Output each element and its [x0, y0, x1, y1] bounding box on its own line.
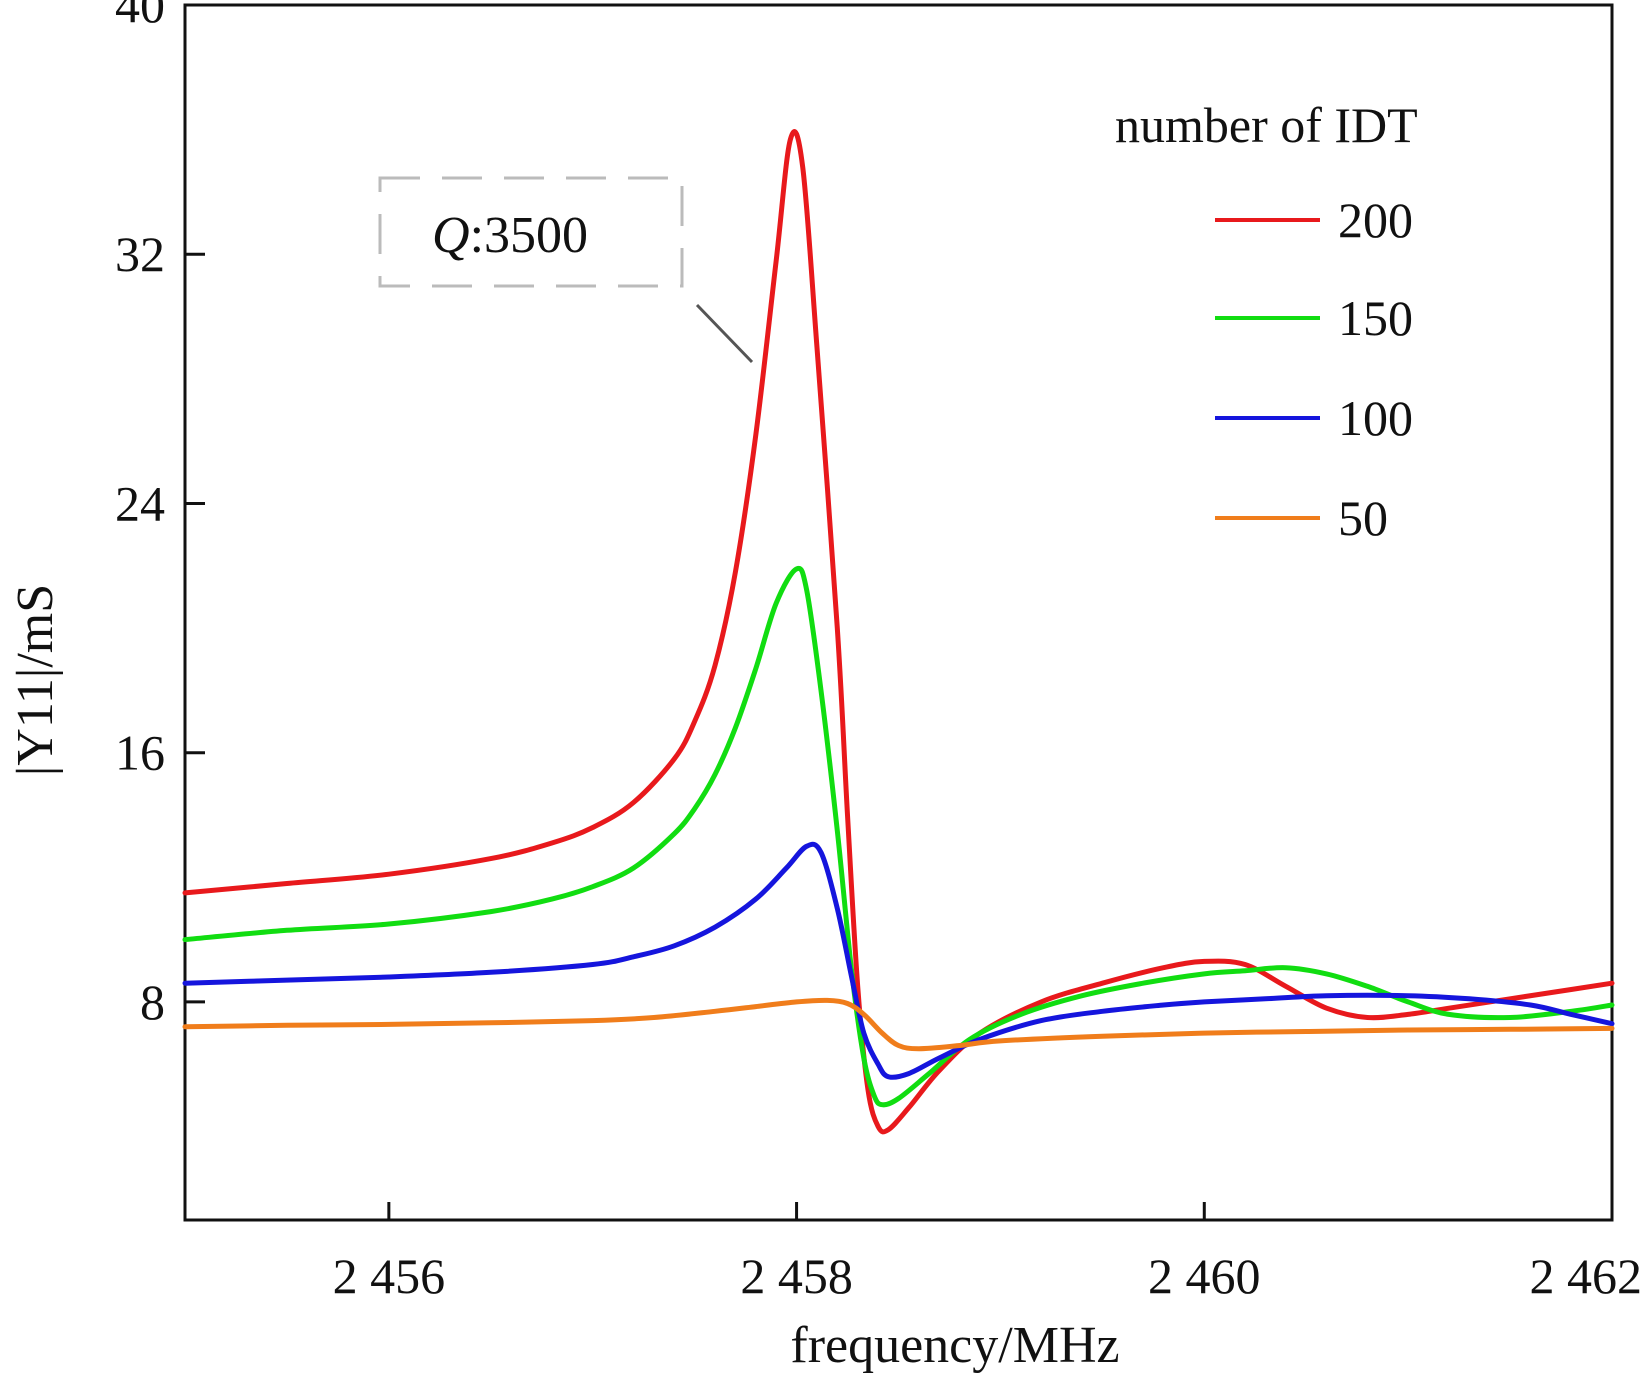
annotation-q-value: :3500: [470, 207, 588, 264]
y-tick-label: 8: [140, 974, 165, 1030]
x-axis-label: frequency/MHz: [790, 1317, 1119, 1374]
series-line-200: [182, 129, 1615, 1135]
annotation-q-symbol: Q: [432, 207, 470, 264]
x-tick-label: 2 462: [1530, 1248, 1643, 1304]
plot-frame: [183, 3, 1614, 1222]
x-tick-label: 2 456: [333, 1248, 446, 1304]
series-line-50: [182, 997, 1615, 1052]
legend-label-100: 100: [1338, 390, 1413, 446]
legend: number of IDT 200 150 100 50: [1115, 97, 1418, 546]
y-tick-label: 16: [115, 725, 165, 781]
annotation-leader-line: [695, 303, 754, 364]
legend-label-200: 200: [1338, 192, 1413, 248]
x-tick-label: 2 458: [740, 1248, 853, 1304]
y-tick-label: 24: [115, 475, 165, 531]
series-layer: [182, 129, 1615, 1135]
y-tick-label: 40: [115, 0, 165, 33]
annotation-dashed-box: [378, 176, 684, 288]
series-line-100: [182, 841, 1615, 1080]
y-axis-label: |Y11|/mS: [7, 584, 64, 776]
annotation-text: Q:3500: [432, 207, 588, 264]
legend-title: number of IDT: [1115, 97, 1418, 153]
legend-label-150: 150: [1338, 290, 1413, 346]
x-tick-label: 2 460: [1148, 1248, 1261, 1304]
legend-label-50: 50: [1338, 490, 1388, 546]
y-tick-label: 32: [115, 226, 165, 282]
axes: 2 456 2 458 2 460 2 462 8 16 24 32 40: [115, 0, 1642, 1304]
q-annotation: Q:3500: [378, 176, 754, 364]
